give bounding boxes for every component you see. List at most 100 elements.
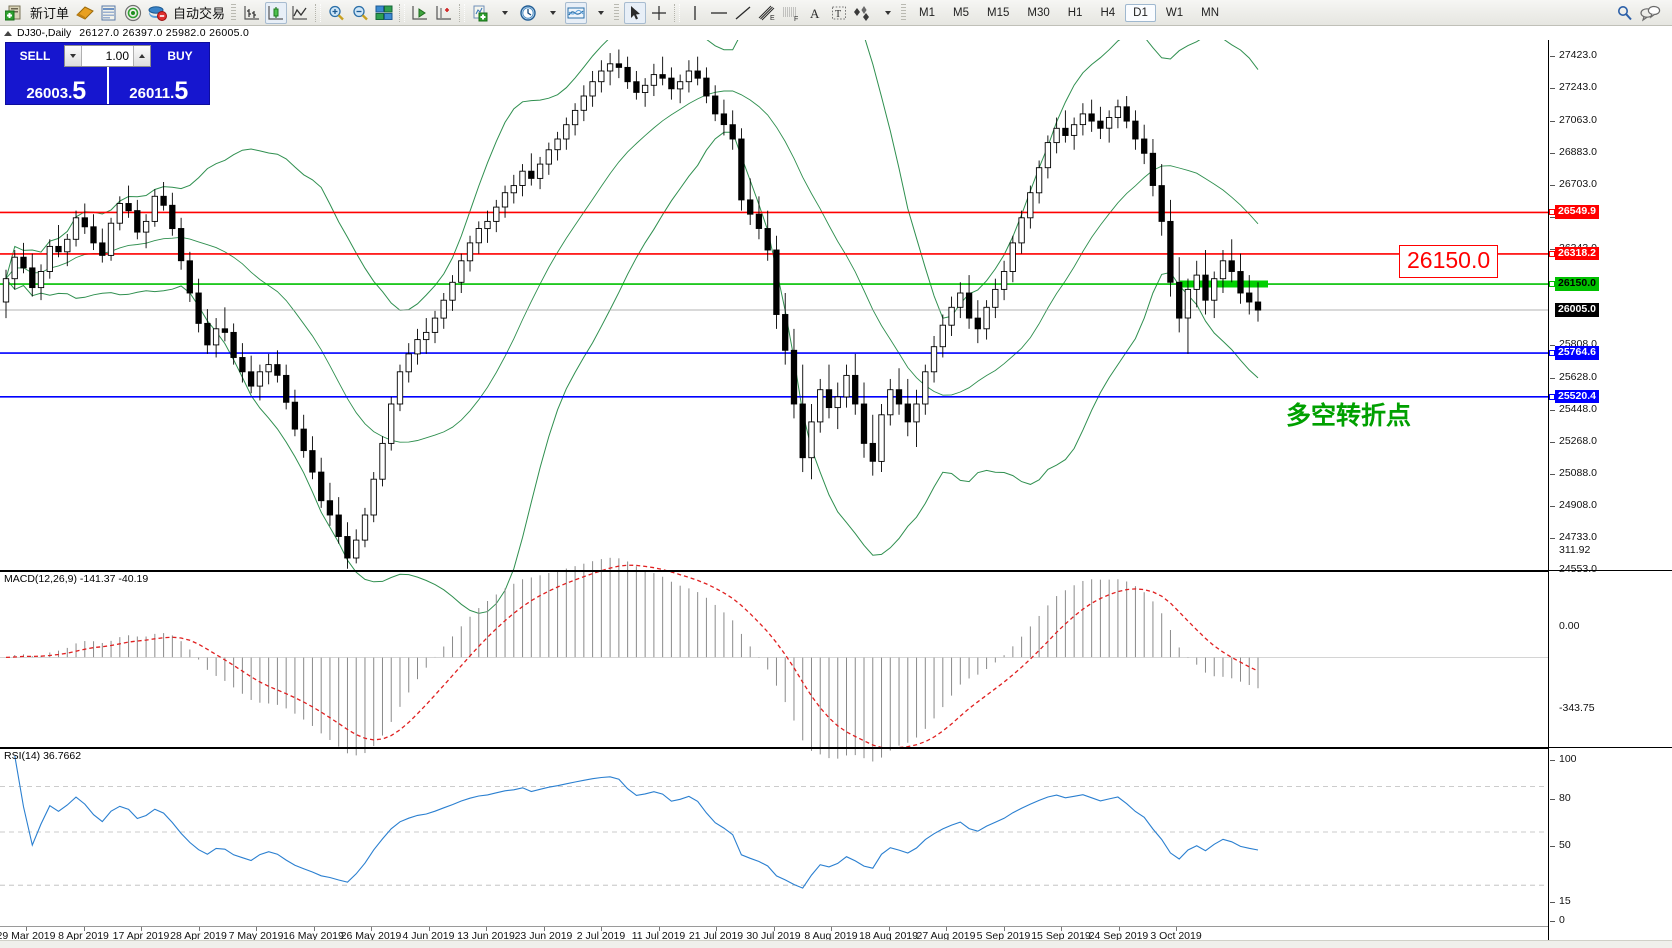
autotrading-label[interactable]: 自动交易 (173, 7, 226, 22)
candlestick (1176, 257, 1183, 333)
sell-price[interactable]: 26003 . 5 (6, 67, 109, 104)
periods-icon[interactable] (517, 2, 539, 24)
date-axis-label: 17 Apr 2019 (112, 930, 170, 942)
line-chart-icon[interactable] (289, 2, 311, 24)
price-axis-tick (1550, 217, 1555, 219)
auto-scroll-icon[interactable] (409, 2, 431, 24)
candlestick (519, 164, 526, 197)
candlestick (720, 99, 728, 136)
navigator-icon[interactable] (122, 2, 144, 24)
search-icon[interactable] (1614, 2, 1636, 24)
zoom-in-icon[interactable] (325, 2, 347, 24)
chevron-down-icon[interactable] (876, 2, 898, 24)
one-click-trading-panel[interactable]: SELL 1.00 BUY 26003 . 5 26011 . 5 (5, 42, 210, 105)
vertical-line-icon[interactable] (684, 2, 706, 24)
macd-indicator-label[interactable]: MACD(12,26,9) -141.37 -40.19 (4, 573, 149, 585)
price-level-badge[interactable]: 25764.6 (1555, 346, 1599, 360)
chart-canvas[interactable] (0, 40, 1548, 926)
horizontal-line-icon[interactable] (708, 2, 730, 24)
date-axis-tick (1176, 927, 1177, 931)
toolbar-separator (315, 3, 322, 22)
chevron-down-icon[interactable] (493, 2, 515, 24)
buy-price[interactable]: 26011 . 5 (109, 67, 210, 104)
toolbar-grip[interactable] (614, 3, 620, 22)
price-level-handle[interactable] (1549, 281, 1555, 288)
data-window-icon[interactable] (98, 2, 120, 24)
candlestick (983, 300, 990, 340)
timeframe-button-d1[interactable]: D1 (1125, 3, 1156, 22)
price-level-badge[interactable]: 26150.0 (1555, 277, 1599, 291)
crosshair-icon[interactable] (648, 2, 670, 24)
fibonacci-icon[interactable]: F (780, 2, 802, 24)
buy-button[interactable]: BUY (167, 49, 193, 63)
text-icon[interactable]: A (804, 2, 826, 24)
timeframe-button-h4[interactable]: H4 (1100, 6, 1116, 19)
candlestick-chart-icon[interactable] (265, 1, 288, 24)
timeframe-button-w1[interactable]: W1 (1165, 6, 1184, 19)
candlestick (668, 67, 675, 100)
tile-windows-icon[interactable] (373, 2, 395, 24)
new-order-label[interactable]: 新订单 (30, 7, 70, 22)
chart-shift-icon[interactable] (433, 2, 455, 24)
candlestick (738, 128, 745, 211)
volume-increase-button[interactable] (133, 46, 150, 66)
candlestick (90, 214, 97, 251)
timeframe-button-mn[interactable]: MN (1201, 6, 1219, 19)
expert-advisors-icon[interactable] (74, 2, 96, 24)
timeframe-button-m5[interactable]: M5 (953, 6, 969, 19)
date-axis-tick (198, 927, 200, 931)
candlestick (107, 217, 115, 261)
trendline-icon[interactable] (732, 2, 754, 24)
chevron-down-icon[interactable] (589, 2, 611, 24)
chinese-annotation-text[interactable]: 多空转折点 (1286, 401, 1412, 430)
chevron-down-icon[interactable] (541, 2, 563, 24)
date-axis-tick (256, 927, 257, 931)
price-level-badge[interactable]: 25520.4 (1555, 389, 1599, 404)
zoom-out-icon[interactable] (349, 2, 371, 24)
new-order-icon[interactable] (3, 2, 25, 24)
price-axis-tick (1550, 377, 1555, 379)
autotrading-icon[interactable] (146, 2, 168, 24)
price-level-badge[interactable]: 26318.2 (1555, 246, 1599, 261)
price-axis[interactable]: 27423.027243.027063.026883.026703.026523… (1548, 40, 1672, 948)
candlestick (1184, 278, 1192, 354)
price-level-handle[interactable] (1549, 250, 1555, 257)
indicators-icon[interactable] (469, 2, 491, 24)
rsi-indicator-label[interactable]: RSI(14) 36.7662 (4, 750, 82, 762)
price-level-handle[interactable] (1549, 350, 1555, 357)
candlestick (388, 396, 395, 451)
price-axis-label: 27243.0 (1559, 81, 1597, 94)
timeframe-button-m30[interactable]: M30 (1027, 6, 1050, 19)
date-axis-tick (1118, 927, 1120, 931)
sell-button[interactable]: SELL (19, 49, 51, 63)
volume-stepper[interactable]: 1.00 (64, 45, 151, 67)
date-axis-label: 24 Sep 2019 (1088, 930, 1149, 942)
equidistant-channel-icon[interactable]: E (756, 2, 778, 24)
candlestick (230, 323, 237, 365)
shapes-icon[interactable] (852, 2, 874, 24)
bar-chart-icon[interactable] (241, 2, 263, 24)
toolbar-grip[interactable] (231, 3, 237, 22)
price-axis-label: 27423.0 (1559, 49, 1597, 62)
timeframe-button-h1[interactable]: H1 (1067, 6, 1083, 19)
price-level-handle[interactable] (1549, 209, 1555, 216)
candlestick (318, 457, 325, 508)
collapse-triangle-icon[interactable] (4, 30, 12, 36)
price-level-badge[interactable]: 26005.0 (1555, 303, 1599, 317)
candlestick (895, 368, 903, 415)
volume-decrease-button[interactable] (65, 46, 82, 66)
toolbar-grip[interactable] (901, 3, 907, 22)
text-label-icon[interactable]: T (828, 2, 850, 24)
timeframe-button-m15[interactable]: M15 (987, 6, 1010, 19)
volume-input[interactable]: 1.00 (105, 49, 129, 63)
timeframe-button-m1[interactable]: M1 (919, 6, 936, 19)
cursor-icon[interactable] (624, 1, 647, 24)
candlestick (1202, 250, 1209, 315)
templates-icon[interactable] (565, 1, 588, 24)
price-level-handle[interactable] (1549, 393, 1555, 400)
price-level-badge[interactable]: 26549.9 (1555, 205, 1599, 219)
price-level-tag[interactable]: 26150.0 (1399, 245, 1499, 278)
candlestick (939, 314, 946, 358)
chat-icon[interactable] (1638, 2, 1662, 24)
candlestick (554, 131, 561, 161)
